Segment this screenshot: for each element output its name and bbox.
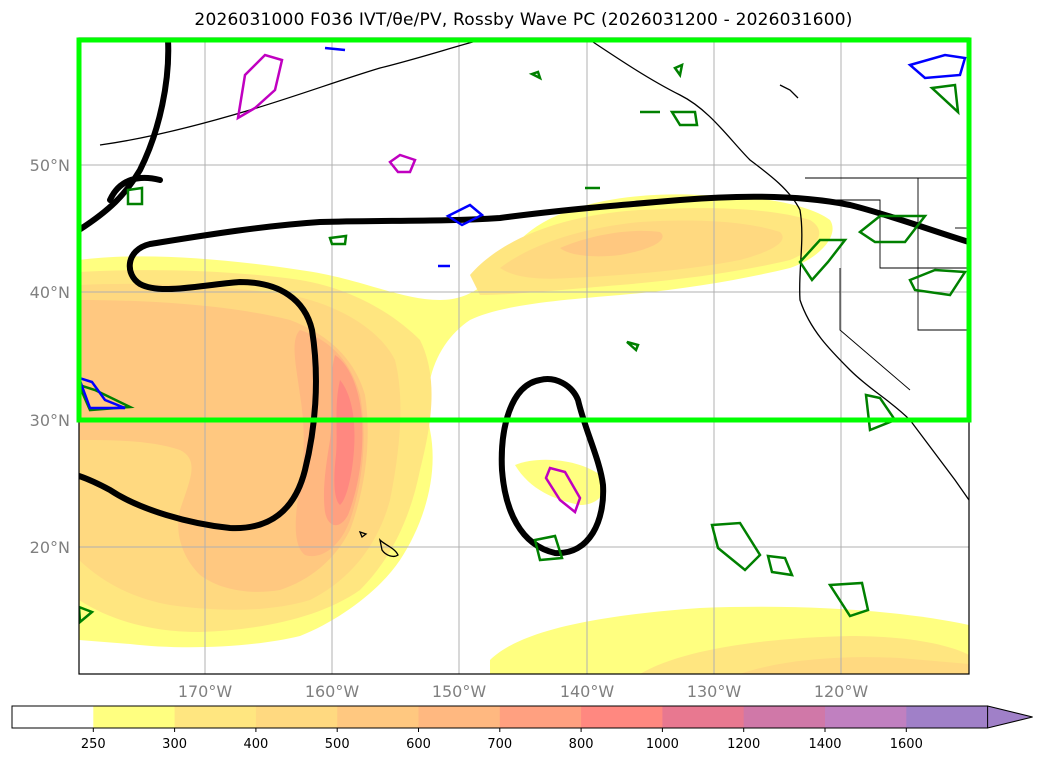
colorbar-segment xyxy=(174,706,257,728)
lon-label: 160°W xyxy=(305,682,360,701)
lon-label: 130°W xyxy=(687,682,742,701)
colorbar-tick-label: 600 xyxy=(406,737,431,752)
colorbar-segment xyxy=(499,706,582,728)
state-borders xyxy=(805,177,969,391)
lon-label: 140°W xyxy=(560,682,615,701)
colorbar-tick-label: 700 xyxy=(487,737,512,752)
colorbar-tick-label: 1400 xyxy=(808,737,841,752)
theta-e-magenta-contours xyxy=(236,53,582,515)
lat-label: 50°N xyxy=(30,156,70,175)
colorbar-segment xyxy=(662,706,745,728)
colorbar-segment xyxy=(337,706,419,728)
ivt-shading xyxy=(79,194,969,674)
theta-e-blue-contours xyxy=(79,46,967,410)
colorbar: 250 300 400 500 600 700 800 1000 1200 1400 1600 xyxy=(11,705,1033,752)
pv-contours xyxy=(79,62,968,625)
colorbar-segment xyxy=(906,706,989,728)
highlight-box xyxy=(76,37,972,423)
colorbar-tick-label: 800 xyxy=(569,737,594,752)
lat-label: 30°N xyxy=(30,411,70,430)
colorbar-segment xyxy=(12,706,94,728)
colorbar-tick-label: 500 xyxy=(325,737,350,752)
colorbar-segment xyxy=(255,706,338,728)
lat-labels: 50°N 40°N 30°N 20°N xyxy=(30,156,70,557)
colorbar-tick-label: 1000 xyxy=(646,737,679,752)
colorbar-segment xyxy=(93,706,176,728)
lon-label: 170°W xyxy=(178,682,233,701)
colorbar-segment xyxy=(825,706,907,728)
colorbar-tick-label: 400 xyxy=(243,737,268,752)
colorbar-tick-label: 1600 xyxy=(890,737,923,752)
lat-label: 40°N xyxy=(30,283,70,302)
coastlines xyxy=(99,39,969,557)
lon-label: 120°W xyxy=(814,682,869,701)
lat-label: 20°N xyxy=(30,538,70,557)
colorbar-extend-arrow xyxy=(987,705,1033,729)
colorbar-segment xyxy=(418,706,501,728)
map-title: 2026031000 F036 IVT/θe/PV, Rossby Wave P… xyxy=(194,10,853,30)
colorbar-tick-label: 250 xyxy=(81,737,106,752)
colorbar-segment xyxy=(581,706,663,728)
colorbar-segment xyxy=(743,706,826,728)
map-gridlines xyxy=(79,38,969,674)
lon-label: 150°W xyxy=(432,682,487,701)
colorbar-tick-label: 1200 xyxy=(727,737,760,752)
lon-labels: 170°W 160°W 150°W 140°W 130°W 120°W xyxy=(178,682,869,701)
rossby-wave-contours xyxy=(79,38,969,557)
colorbar-tick-label: 300 xyxy=(162,737,187,752)
